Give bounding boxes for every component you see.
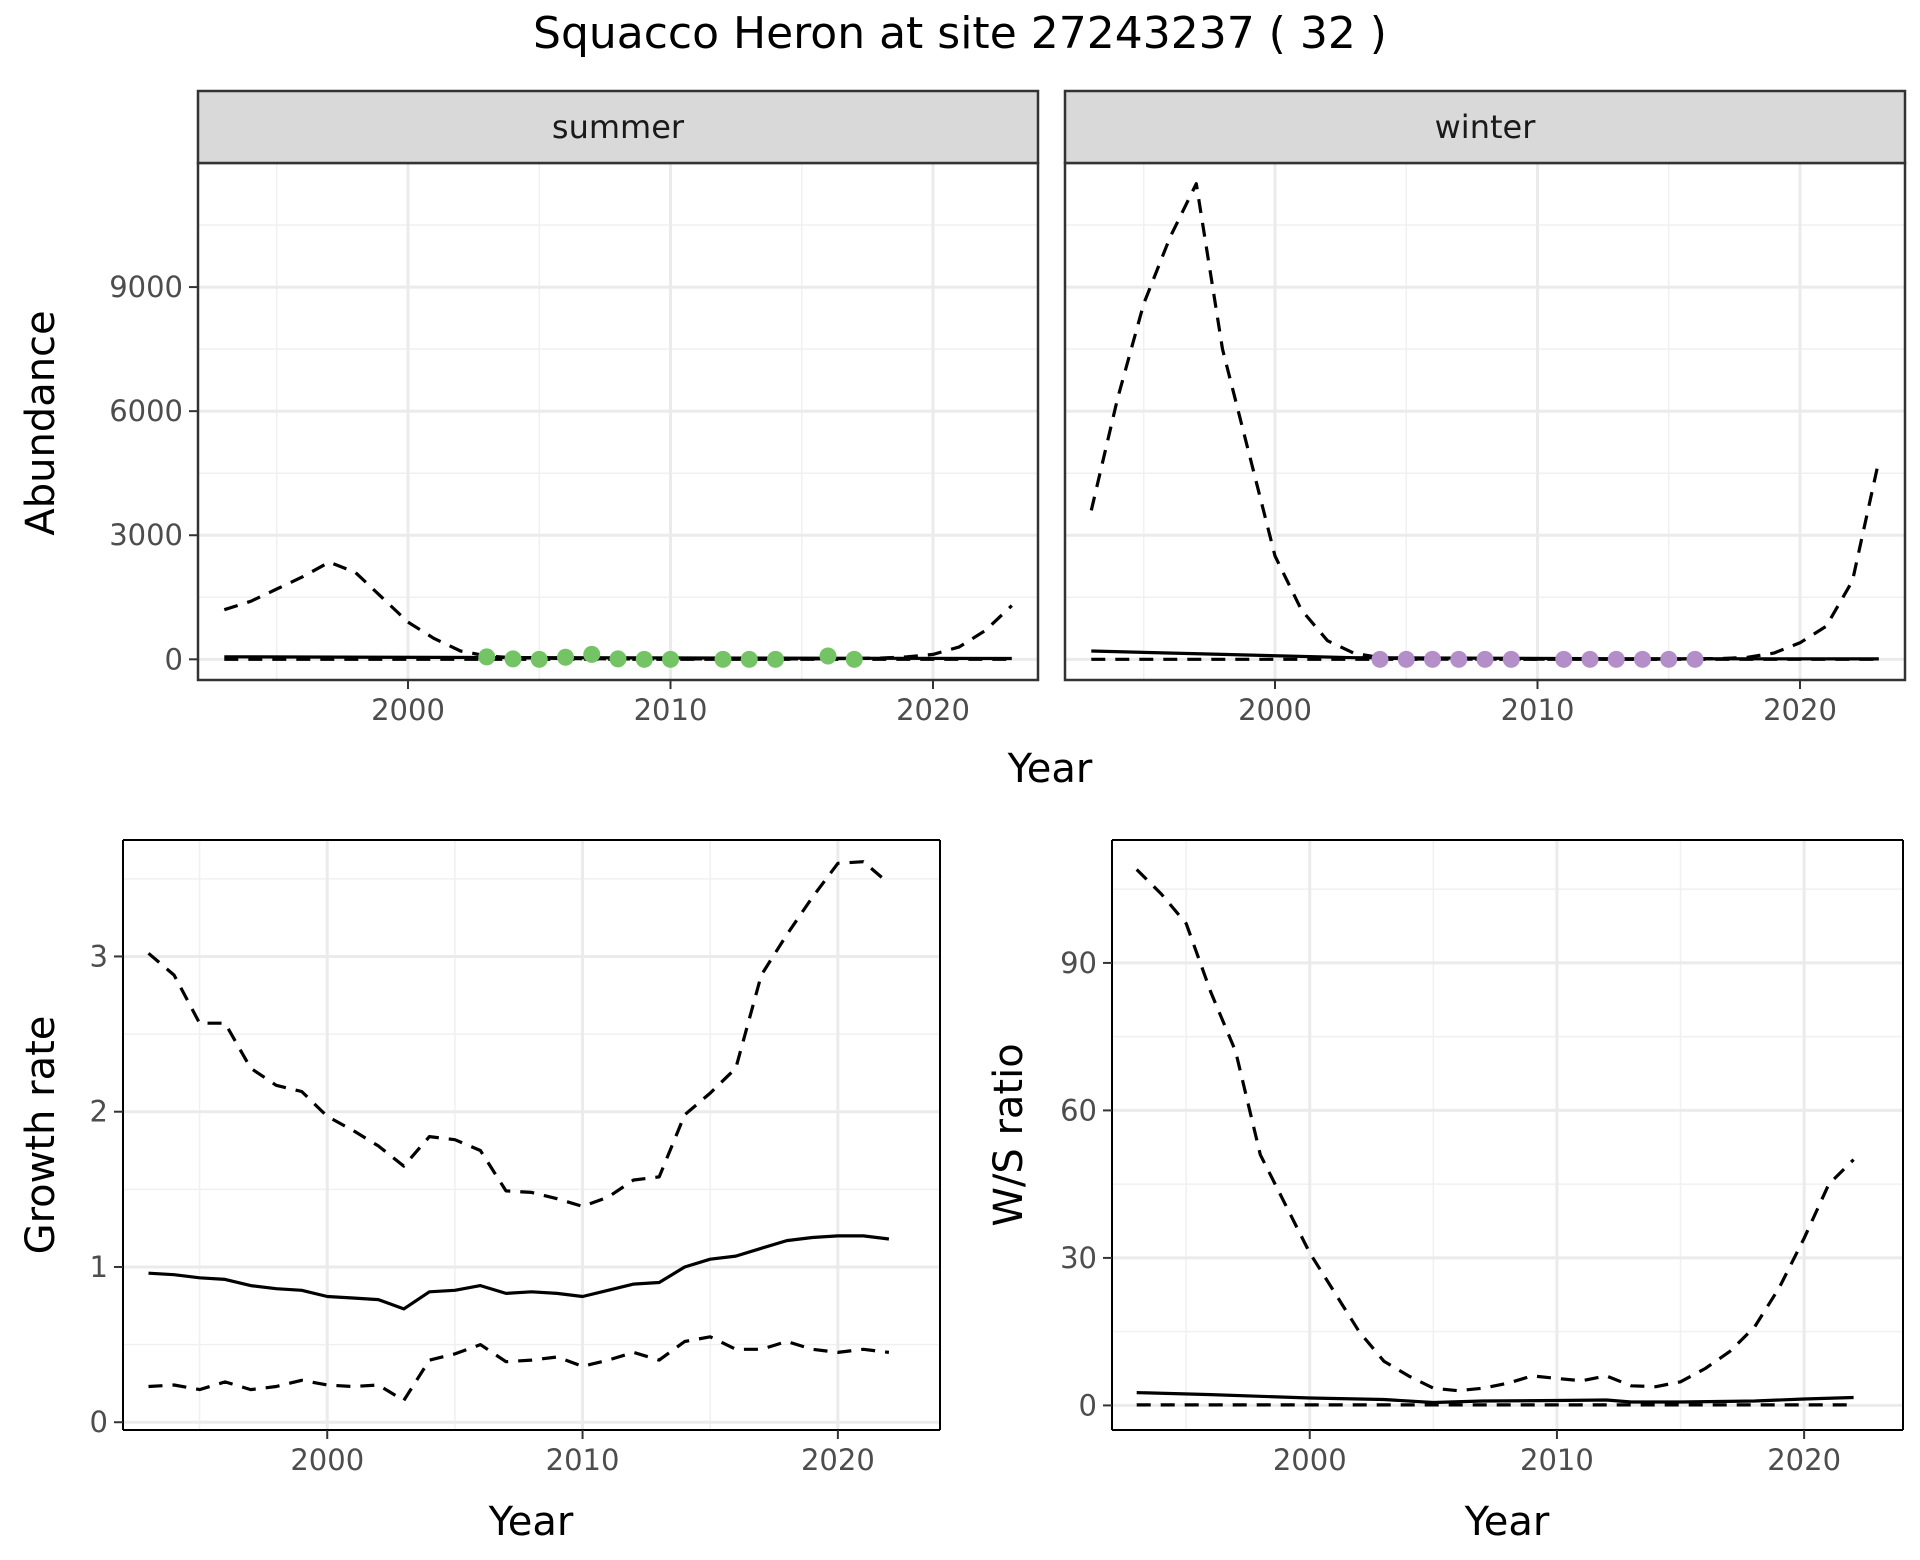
top-x-axis-title: Year — [1007, 746, 1093, 792]
panel-summer-y-tick-label: 3000 — [109, 518, 183, 552]
panel-winter-data-point — [1502, 650, 1520, 668]
panel-summer-data-point — [609, 650, 627, 668]
panel-summer-data-point — [767, 650, 784, 668]
panel-growth-y-tick-label: 1 — [90, 1250, 108, 1284]
panel-growth-series-upper — [147, 860, 890, 1208]
panel-summer-data-point — [819, 647, 837, 665]
panel-ws-x-tick-label: 2010 — [1520, 1443, 1594, 1477]
panel-winter-data-point — [1634, 650, 1651, 668]
figure-title: Squacco Heron at site 27243237 ( 32 ) — [533, 8, 1387, 59]
panel-winter-data-point — [1476, 650, 1494, 668]
panel-ws-x-tick-label: 2000 — [1273, 1443, 1347, 1477]
panel-ws-y-axis-title: W/S ratio — [986, 1043, 1032, 1226]
panel-winter-abundance: winter 2000 2010 2020 — [1063, 89, 1907, 727]
panel-summer-data-point — [635, 650, 653, 668]
panel-growth-y-axis-title: Growth rate — [18, 1016, 64, 1255]
panel-ws-y-tick-label: 90 — [1060, 946, 1097, 980]
panel-winter-data-point — [1555, 650, 1573, 668]
panel-summer-x-tick-label: 2020 — [896, 693, 970, 727]
panel-growth-x-tick-label: 2020 — [801, 1443, 875, 1477]
panel-ws-series-estimate — [1136, 1391, 1854, 1405]
panel-ws-x-tick-label: 2020 — [1767, 1443, 1841, 1477]
panel-summer-y-tick-label: 6000 — [109, 394, 183, 428]
top-y-axis-title: Abundance — [18, 310, 64, 535]
panel-ws-series-upper — [1135, 868, 1855, 1393]
panel-summer-x-tick-label: 2000 — [371, 693, 445, 727]
panel-growth-y-tick-label: 2 — [90, 1095, 108, 1129]
panel-winter-data-point — [1450, 650, 1468, 668]
panel-growth-series-estimate — [148, 1234, 890, 1311]
panel-ws-y-tick-label: 0 — [1079, 1388, 1097, 1422]
panel-ws-y-tick-label: 30 — [1060, 1241, 1097, 1275]
panel-summer-abundance: summer 2000 2010 2020 0 3000 6000 9000 — [109, 89, 1040, 727]
panel-ws-plot-area — [1112, 840, 1903, 1430]
panel-summer-plot-area — [198, 163, 1038, 680]
panel-summer-y-tick-label: 0 — [165, 642, 183, 676]
panel-winter-x-tick-label: 2020 — [1763, 693, 1837, 727]
panel-summer-strip-label: summer — [552, 108, 685, 146]
panel-winter-data-point — [1397, 650, 1415, 668]
panel-growth-y-tick-label: 3 — [90, 939, 108, 973]
panel-winter-data-point — [1581, 650, 1599, 668]
panel-winter-data-point — [1686, 650, 1704, 668]
panel-winter-plot-area — [1065, 163, 1905, 680]
panel-winter-data-point — [1424, 650, 1441, 668]
panel-winter-strip — [1063, 89, 1907, 165]
panel-ws-x-axis-title: Year — [1464, 1499, 1550, 1545]
panel-growth-plot-area — [123, 840, 940, 1430]
panel-winter-data-point — [1660, 650, 1678, 668]
panel-summer-data-point — [662, 650, 679, 668]
panel-growth-x-tick-label: 2000 — [290, 1443, 364, 1477]
panel-summer-data-point — [583, 645, 601, 663]
panel-summer-x-tick-label: 2010 — [634, 693, 708, 727]
panel-summer-strip — [196, 89, 1040, 165]
panel-summer-data-point — [478, 648, 496, 666]
panel-summer-data-point — [530, 650, 548, 668]
panel-growth-rate: 2000 2010 2020 0 1 2 3 Year Growth rate — [18, 839, 941, 1545]
panel-growth-y-tick-label: 0 — [90, 1405, 108, 1439]
panel-ws-y-tick-label: 60 — [1060, 1093, 1097, 1127]
panel-summer-data-point — [714, 650, 732, 668]
panel-winter-x-tick-label: 2010 — [1501, 693, 1575, 727]
panel-winter-data-point — [1371, 650, 1389, 668]
panel-winter-strip-label: winter — [1435, 108, 1537, 146]
panel-growth-series-lower — [148, 1335, 890, 1403]
panel-summer-y-tick-label: 9000 — [109, 270, 183, 304]
panel-winter-x-tick-label: 2000 — [1238, 693, 1312, 727]
panel-growth-x-tick-label: 2010 — [546, 1443, 620, 1477]
panel-summer-data-point — [557, 648, 574, 666]
panel-winter-data-point — [1607, 650, 1625, 668]
panel-growth-x-axis-title: Year — [488, 1499, 574, 1545]
panel-ws-ratio: 2000 2010 2020 0 30 60 90 Year W/S ratio — [986, 839, 1904, 1545]
panel-summer-data-point — [740, 650, 758, 668]
panel-summer-data-point — [845, 650, 863, 668]
panel-summer-data-point — [504, 650, 522, 668]
